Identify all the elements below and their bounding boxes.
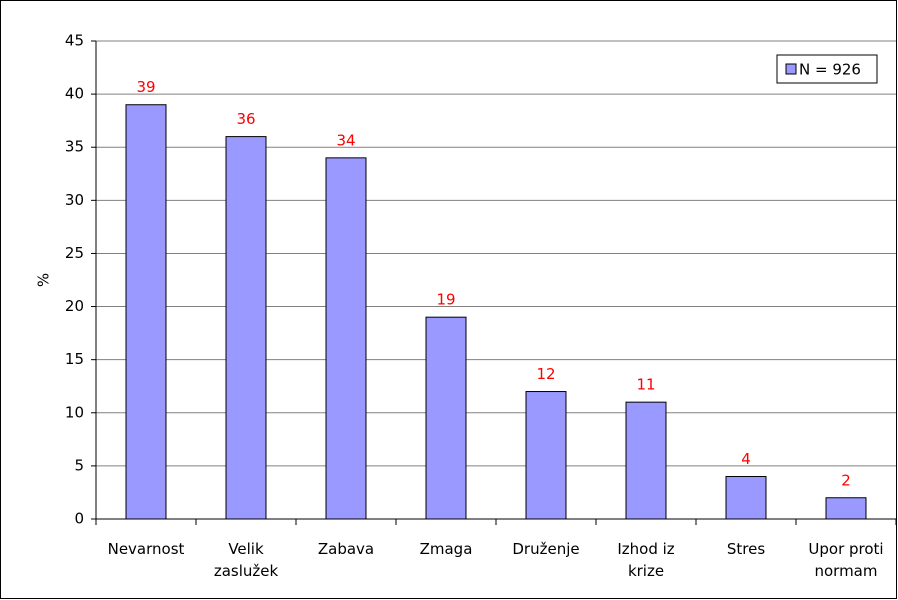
- value-label: 11: [636, 376, 655, 394]
- x-tick-label: Upor proti normam: [808, 540, 883, 580]
- x-tick-label: Stres: [727, 540, 765, 558]
- y-tick-label: 0: [74, 510, 84, 528]
- y-axis-label: %: [35, 273, 53, 287]
- bar: [225, 136, 267, 520]
- x-tick-label: Zmaga: [420, 540, 473, 558]
- bar: [325, 157, 367, 520]
- bar: [825, 497, 867, 520]
- bar: [625, 401, 667, 520]
- value-label: 39: [136, 78, 155, 96]
- value-label: 4: [741, 450, 751, 468]
- y-tick-label: 45: [65, 32, 84, 50]
- x-tick-label: Velik zaslužek: [214, 540, 279, 580]
- y-tick-label: 40: [65, 85, 84, 103]
- value-label: 34: [336, 131, 355, 149]
- y-tick-label: 5: [74, 456, 84, 474]
- y-tick-label: 15: [65, 350, 84, 368]
- x-tick-label: Nevarnost: [108, 540, 185, 558]
- x-tick-label: Izhod iz krize: [617, 540, 674, 580]
- value-label: 12: [536, 365, 555, 383]
- bar: [125, 104, 167, 520]
- bar: [525, 391, 567, 520]
- value-label: 36: [236, 110, 255, 128]
- y-tick-label: 10: [65, 403, 84, 421]
- y-tick-label: 30: [65, 191, 84, 209]
- bar: [425, 316, 467, 520]
- y-tick-label: 35: [65, 138, 84, 156]
- y-tick-label: 20: [65, 297, 84, 315]
- x-tick-label: Zabava: [318, 540, 374, 558]
- value-label: 2: [841, 471, 851, 489]
- y-tick-label: 25: [65, 244, 84, 262]
- legend-swatch: [785, 63, 797, 75]
- x-tick-label: Druženje: [512, 540, 579, 558]
- legend-label: N = 926: [799, 61, 861, 79]
- bar: [725, 476, 767, 520]
- value-label: 19: [436, 291, 455, 309]
